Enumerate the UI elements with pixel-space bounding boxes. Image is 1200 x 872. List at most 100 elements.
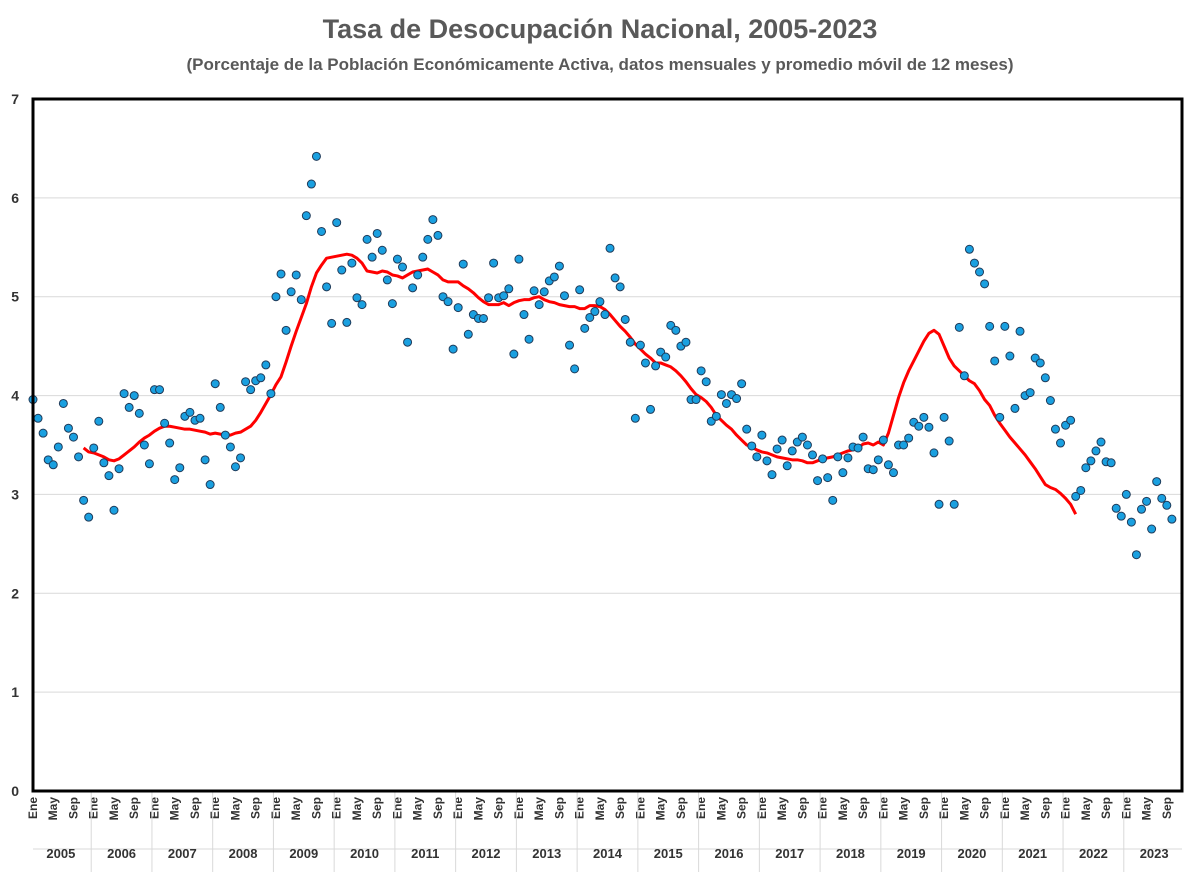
x-tick-label: Ene (451, 797, 465, 819)
x-tick-label: Ene (1059, 797, 1073, 819)
data-point (888, 468, 898, 478)
data-point (220, 430, 230, 440)
data-point (711, 411, 721, 421)
data-point (165, 438, 175, 448)
data-point (372, 228, 382, 238)
data-point (1040, 373, 1050, 383)
data-point (1071, 491, 1081, 501)
data-point (1157, 493, 1167, 503)
data-point (787, 446, 797, 456)
data-point (549, 272, 559, 282)
x-tick-label: May (228, 797, 242, 821)
data-point (129, 391, 139, 401)
year-label: 2017 (775, 846, 804, 861)
data-point (1076, 485, 1086, 495)
data-point (519, 310, 529, 320)
x-tick-label: Sep (370, 797, 384, 819)
data-point (403, 337, 413, 347)
y-tick-label: 5 (11, 289, 19, 305)
data-point (1025, 388, 1035, 398)
data-point (944, 436, 954, 446)
data-point (635, 340, 645, 350)
x-tick-label: May (1140, 797, 1154, 821)
data-point (458, 259, 468, 269)
x-tick-label: Ene (330, 797, 344, 819)
moving-average-series (82, 252, 1078, 515)
data-point (453, 303, 463, 313)
x-tick-label: May (289, 797, 303, 821)
data-point (499, 291, 509, 301)
x-tick-label: Ene (147, 797, 161, 819)
data-point (1152, 477, 1162, 487)
year-label: 2019 (897, 846, 926, 861)
data-point (291, 270, 301, 280)
x-tick-label: Ene (876, 797, 890, 819)
data-point (377, 245, 387, 255)
data-point (74, 452, 84, 462)
data-point (797, 432, 807, 442)
data-point (1056, 438, 1066, 448)
data-point (246, 385, 256, 395)
chart-subtitle: (Porcentaje de la Población Económicamen… (186, 55, 1014, 74)
x-tick-label: Sep (795, 797, 809, 819)
data-point (276, 269, 286, 279)
data-point (94, 416, 104, 426)
data-point (230, 462, 240, 472)
y-tick-label: 0 (11, 783, 19, 799)
data-point (428, 215, 438, 225)
data-point (1050, 424, 1060, 434)
x-tick-label: May (714, 797, 728, 821)
data-point (144, 459, 154, 469)
data-point (767, 470, 777, 480)
x-tick-label: Ene (633, 797, 647, 819)
data-point (195, 413, 205, 423)
data-point (1081, 463, 1091, 473)
data-point (878, 435, 888, 445)
data-point (205, 480, 215, 490)
x-tick-label: Sep (917, 797, 931, 819)
x-tick-label: Ene (512, 797, 526, 819)
x-tick-label: Sep (1160, 797, 1174, 819)
data-point (84, 512, 94, 522)
y-tick-label: 3 (11, 486, 19, 502)
x-tick-label: May (957, 797, 971, 821)
data-point (89, 443, 99, 453)
data-point (919, 412, 929, 422)
data-point (392, 254, 402, 264)
data-point (843, 453, 853, 463)
data-point (170, 475, 180, 485)
data-point (210, 379, 220, 389)
data-point (580, 323, 590, 333)
data-point (367, 252, 377, 262)
data-point (661, 352, 671, 362)
data-point (53, 442, 63, 452)
data-point (99, 458, 109, 468)
data-point (337, 265, 347, 275)
data-point (448, 344, 458, 354)
data-point (1137, 504, 1147, 514)
data-point (296, 295, 306, 305)
data-point (317, 226, 327, 236)
data-point (155, 385, 165, 395)
data-point (752, 452, 762, 462)
data-point (899, 440, 909, 450)
data-point (701, 377, 711, 387)
x-tick-label: Sep (735, 797, 749, 819)
x-tick-label: Ene (390, 797, 404, 819)
moving-average-line (82, 252, 1078, 515)
data-point (651, 361, 661, 371)
data-point (585, 312, 595, 322)
data-point (489, 258, 499, 268)
data-point (808, 450, 817, 460)
x-tick-label: Ene (87, 797, 101, 819)
data-point (124, 402, 134, 412)
x-tick-label: May (107, 797, 121, 821)
data-point (813, 476, 823, 486)
x-tick-label: May (411, 797, 425, 821)
data-point (271, 292, 281, 302)
year-label: 2020 (957, 846, 986, 861)
data-point (514, 254, 524, 264)
data-point (559, 291, 569, 301)
data-point (605, 243, 615, 253)
data-point (139, 440, 149, 450)
